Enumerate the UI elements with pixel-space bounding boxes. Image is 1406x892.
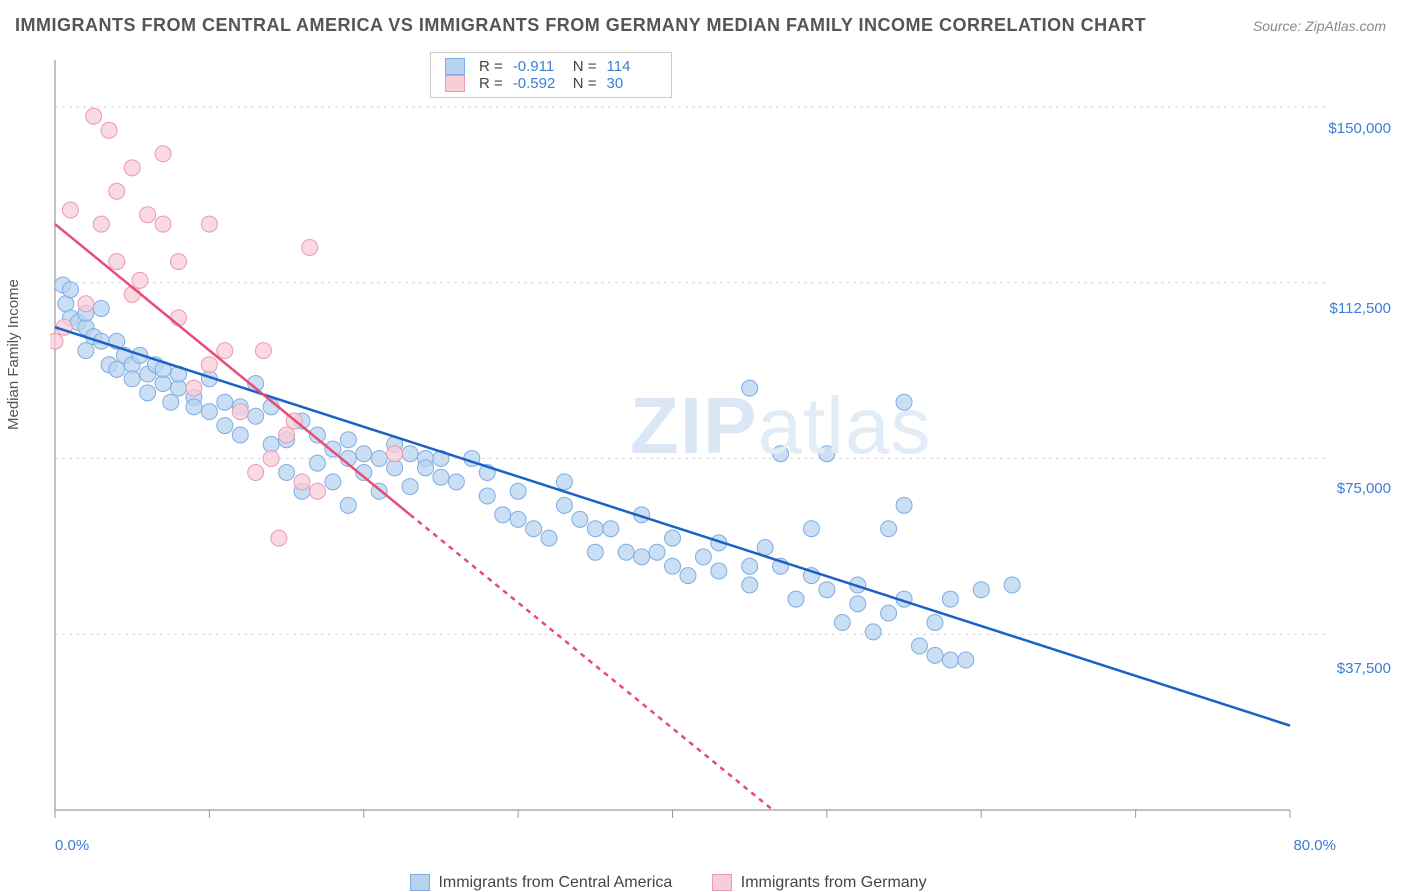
- source-label: Source: ZipAtlas.com: [1253, 18, 1386, 34]
- r-label: R =: [479, 75, 503, 92]
- r-label: R =: [479, 58, 503, 75]
- watermark-bold: ZIP: [630, 381, 757, 470]
- legend-label-1: Immigrants from Germany: [741, 874, 927, 891]
- r-value-1: -0.592: [513, 75, 563, 92]
- ytick-75000: $75,000: [1337, 480, 1391, 497]
- stats-row-1: R = -0.592 N = 30: [445, 75, 657, 92]
- watermark: ZIPatlas: [630, 380, 931, 472]
- swatch-blue: [410, 874, 430, 891]
- swatch-pink: [445, 75, 465, 92]
- r-value-0: -0.911: [513, 58, 563, 75]
- chart-title: IMMIGRANTS FROM CENTRAL AMERICA VS IMMIG…: [15, 15, 1146, 36]
- xtick-80: 80.0%: [1293, 837, 1336, 854]
- y-axis-label: Median Family Income: [5, 279, 22, 430]
- n-value-0: 114: [607, 58, 657, 75]
- ytick-37500: $37,500: [1337, 660, 1391, 677]
- swatch-pink: [712, 874, 732, 891]
- n-value-1: 30: [607, 75, 657, 92]
- legend-item-1: Immigrants from Germany: [712, 874, 926, 892]
- xtick-0: 0.0%: [55, 837, 89, 854]
- stats-row-0: R = -0.911 N = 114: [445, 58, 657, 75]
- n-label: N =: [573, 58, 597, 75]
- swatch-blue: [445, 58, 465, 75]
- ytick-112500: $112,500: [1330, 300, 1391, 317]
- stats-legend: R = -0.911 N = 114 R = -0.592 N = 30: [430, 52, 672, 98]
- n-label: N =: [573, 75, 597, 92]
- legend-item-0: Immigrants from Central America: [410, 874, 672, 892]
- ytick-150000: $150,000: [1328, 120, 1391, 137]
- legend-label-0: Immigrants from Central America: [438, 874, 672, 891]
- watermark-thin: atlas: [757, 381, 931, 470]
- series-legend: Immigrants from Central America Immigran…: [410, 874, 927, 892]
